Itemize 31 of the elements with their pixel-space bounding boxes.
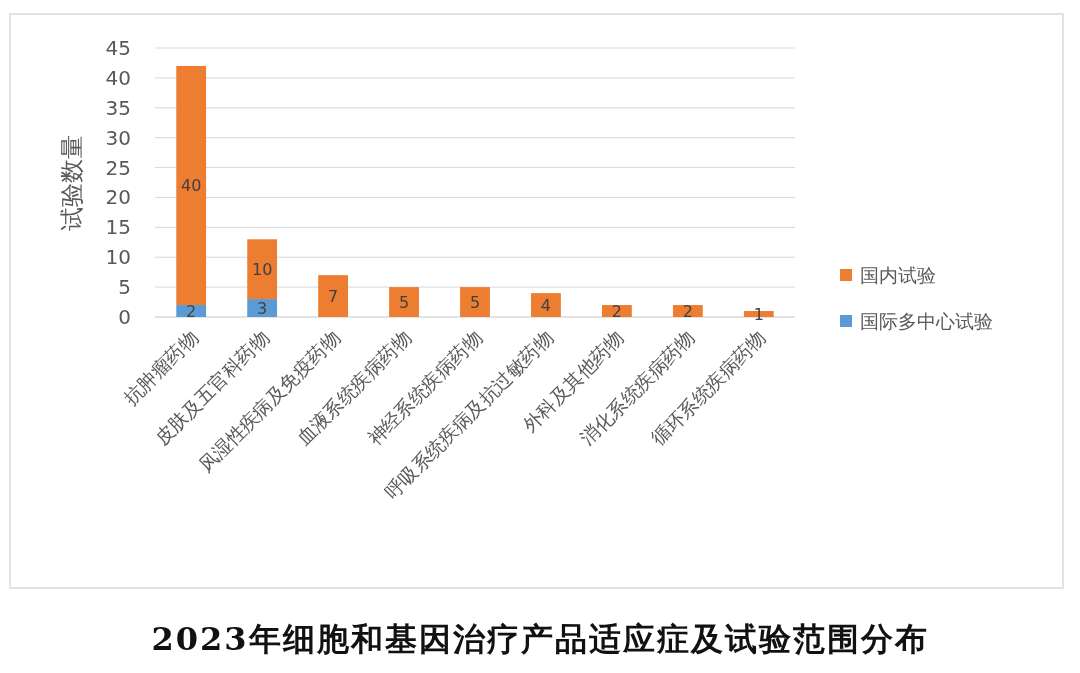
y-tick-label: 0 (118, 305, 131, 329)
data-label: 4 (540, 296, 552, 316)
data-label: 7 (328, 287, 339, 307)
data-label: 2 (611, 302, 622, 322)
data-label: 2 (682, 302, 693, 322)
y-tick-label: 30 (105, 125, 131, 150)
y-tick-label: 15 (105, 215, 131, 240)
data-label: 10 (251, 260, 273, 280)
y-axis-title: 试验数量 (58, 134, 86, 231)
bar (247, 299, 278, 317)
data-label: 40 (181, 176, 202, 196)
data-label: 5 (398, 293, 410, 313)
y-tick-label: 40 (105, 65, 131, 90)
y-tick-label: 25 (105, 155, 131, 180)
bar (389, 287, 419, 317)
data-label: 5 (469, 293, 481, 313)
legend-label: 国内试验 (860, 264, 936, 286)
data-label: 2 (186, 302, 197, 322)
bar (531, 293, 561, 317)
text: 2023年细胞和基因治疗产品适应症及试验范围分布 (151, 620, 929, 658)
y-tick-label: 20 (105, 185, 131, 210)
y-tick-label: 10 (105, 245, 131, 270)
y-tick-label: 35 (105, 95, 131, 120)
bar (318, 275, 348, 317)
legend-label: 国际多中心试验 (860, 310, 993, 332)
bar (247, 239, 278, 300)
bar (176, 65, 207, 306)
bar (460, 287, 490, 317)
y-tick-label: 45 (105, 36, 131, 60)
data-label: 3 (257, 299, 268, 319)
y-tick-label: 5 (118, 275, 131, 300)
